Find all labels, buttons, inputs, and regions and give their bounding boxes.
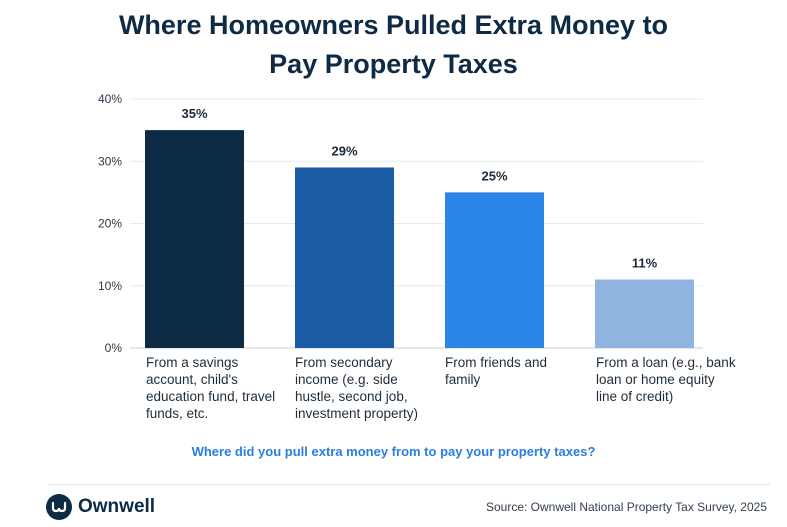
data-label: 35% (181, 106, 207, 121)
ownwell-logo-icon (46, 494, 72, 520)
data-label: 29% (331, 143, 357, 158)
bar (445, 192, 544, 348)
x-label-friends-family: From friends and family (445, 355, 548, 387)
ownwell-logo: Ownwell (46, 494, 155, 520)
bar (595, 279, 694, 348)
y-tick-label: 10% (98, 279, 122, 293)
x-label-secondary-income: From secondary income (e.g. side hustle,… (295, 355, 419, 421)
title-line-2: Pay Property Taxes (269, 49, 518, 79)
bar (295, 167, 394, 348)
x-label-savings: From a savings account, child's educatio… (146, 355, 276, 421)
chart-question: Where did you pull extra money from to p… (191, 444, 596, 459)
data-label: 11% (632, 256, 658, 271)
logo-text: Ownwell (78, 496, 156, 517)
x-label-loan: From a loan (e.g., bank loan or home equ… (596, 355, 736, 404)
footer-divider (48, 484, 770, 485)
y-tick-label: 30% (98, 154, 122, 168)
y-tick-label: 0% (105, 341, 123, 355)
chart-title: Where Homeowners Pulled Extra Money to P… (0, 6, 787, 84)
bar (145, 130, 244, 348)
y-tick-label: 20% (98, 217, 122, 231)
y-tick-label: 40% (98, 92, 122, 106)
title-line-1: Where Homeowners Pulled Extra Money to (118, 10, 669, 40)
data-label: 25% (481, 168, 507, 183)
source-note: Source: Ownwell National Property Tax Su… (485, 500, 767, 514)
